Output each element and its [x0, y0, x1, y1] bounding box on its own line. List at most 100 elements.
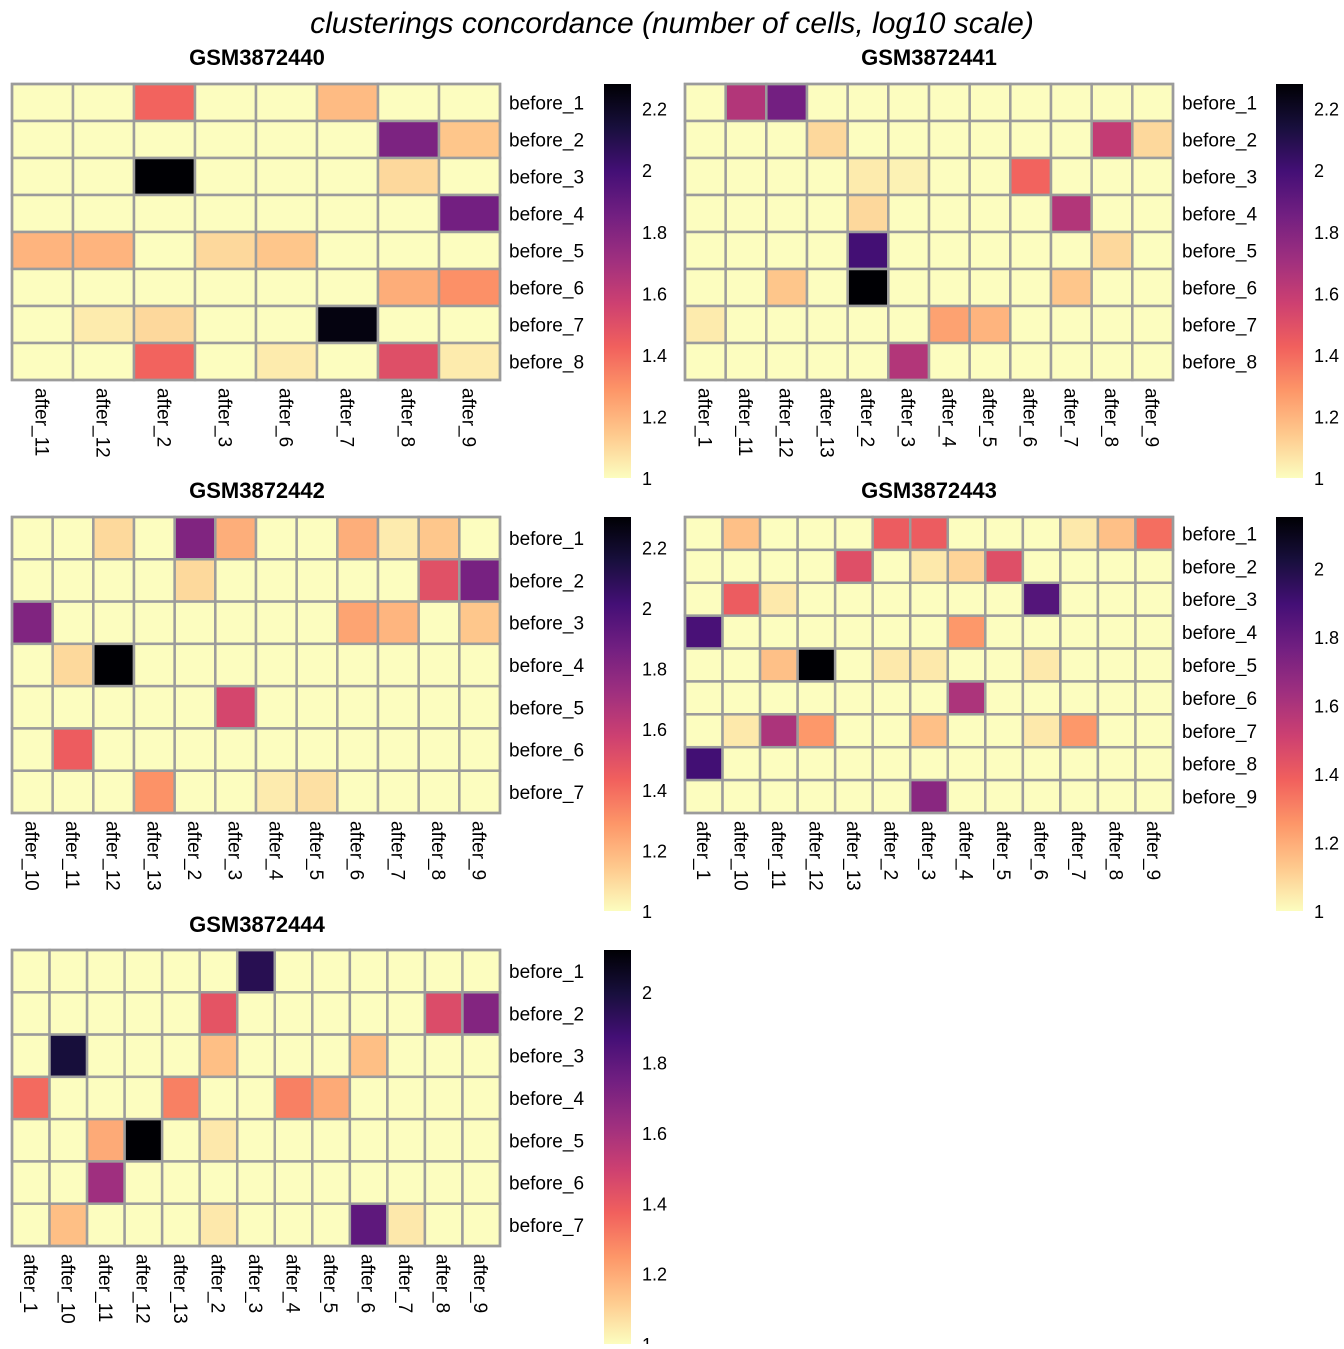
heatmap-cell [1090, 341, 1134, 382]
heatmap-cell [51, 769, 95, 815]
row-label: before_4 [1182, 623, 1257, 644]
row-label: before_7 [509, 783, 584, 804]
heatmap-cell [683, 614, 724, 650]
heatmap-cell [758, 548, 799, 585]
legend-tick-label: 1.6 [1314, 696, 1339, 716]
heatmap-cell [887, 193, 931, 234]
heatmap-cell [1059, 515, 1100, 552]
heatmap-cell [376, 341, 441, 382]
heatmap-cell [132, 119, 197, 160]
legend-tick-label: 1.2 [1314, 407, 1339, 427]
heatmap-cell [724, 193, 768, 234]
row-label: before_6 [1182, 279, 1257, 300]
legend-tick-label: 1.4 [642, 781, 667, 801]
heatmap-cell [968, 82, 1012, 123]
heatmap-cell [311, 991, 352, 1036]
heatmap-cell [295, 769, 339, 815]
heatmap-cell [386, 1160, 427, 1205]
heatmap-cell [376, 600, 420, 646]
heatmap-cell [315, 119, 380, 160]
column-label: after_12 [92, 388, 113, 458]
heatmap-cell [758, 680, 799, 716]
heatmap-cell [417, 558, 461, 603]
column-label: after_3 [897, 388, 918, 447]
heatmap-cell [417, 684, 461, 730]
heatmap-cell [461, 1033, 502, 1079]
heatmap-cell [348, 1160, 389, 1205]
column-label: after_7 [394, 1254, 415, 1313]
heatmap-cell [1134, 647, 1175, 683]
heatmap-cell [1090, 267, 1134, 308]
heatmap-cell [758, 713, 799, 749]
heatmap-cell [235, 1033, 277, 1079]
heatmap-cell [92, 727, 136, 772]
legend-tick-label: 1 [642, 902, 652, 922]
column-label: after_13 [142, 821, 163, 891]
column-label: after_4 [955, 821, 976, 881]
column-label: after_3 [917, 821, 938, 880]
heatmap-cell [1134, 548, 1175, 585]
heatmap-cell [214, 727, 258, 772]
heatmap-cell [758, 647, 799, 683]
heatmap-cell [765, 119, 809, 160]
heatmap-cell [908, 581, 950, 617]
heatmap-cell [833, 548, 874, 585]
heatmap-cell [1090, 82, 1134, 123]
heatmap-cell [92, 769, 136, 815]
heatmap-cell [871, 515, 912, 552]
heatmap-cell [683, 778, 724, 815]
heatmap-cell [85, 1075, 126, 1121]
heatmap-cell [683, 267, 727, 308]
row-label: before_4 [509, 656, 584, 677]
heatmap-cell [417, 769, 461, 815]
heatmap-cell [758, 515, 799, 552]
chart-main-title: clusterings concordance (number of cells… [310, 7, 1034, 40]
heatmap-cell [348, 1075, 389, 1121]
heatmap-cell [311, 1160, 352, 1205]
heatmap-cell [984, 614, 1025, 650]
heatmap-cell [458, 684, 502, 730]
heatmap-cell [1131, 267, 1175, 308]
legend-tick-label: 1.8 [642, 660, 667, 680]
heatmap-cell [386, 948, 427, 994]
heatmap-cell [1009, 193, 1053, 234]
heatmap-cell [423, 1033, 464, 1079]
heatmap-cell [48, 1202, 89, 1248]
heatmap-cell [796, 647, 837, 683]
heatmap-cell [376, 119, 441, 160]
column-label: after_2 [206, 1254, 227, 1313]
column-label: after_7 [1059, 388, 1080, 447]
heatmap-cell [887, 341, 931, 382]
heatmap-cell [1009, 82, 1053, 123]
column-label: after_12 [102, 821, 123, 891]
legend-tick-label: 1 [642, 1335, 652, 1344]
heatmap-cell [295, 515, 339, 561]
heatmap-cell [193, 267, 258, 308]
heatmap-cell [1049, 230, 1093, 271]
heatmap-cell [10, 642, 54, 688]
heatmap-cell [908, 614, 950, 650]
heatmap-cell [796, 745, 837, 782]
heatmap-frame [683, 515, 1175, 815]
heatmap-cell [376, 684, 420, 730]
heatmap-cell [1096, 515, 1137, 552]
heatmap-cell [796, 548, 837, 585]
heatmap-cell [724, 341, 768, 382]
column-label: after_9 [468, 821, 489, 880]
row-label: before_3 [509, 614, 584, 635]
heatmap-cell [805, 304, 849, 345]
heatmap-cell [10, 991, 51, 1036]
legend-colorbar [1276, 84, 1303, 478]
heatmap-cell [10, 727, 54, 772]
heatmap-cell [71, 193, 136, 234]
heatmap-cell [724, 230, 768, 271]
heatmap-cell [871, 614, 912, 650]
heatmap-cell [437, 230, 502, 271]
heatmap-frame [10, 948, 502, 1248]
heatmap-cell [796, 614, 837, 650]
heatmap-cell [198, 991, 239, 1036]
heatmap-cell [85, 1117, 126, 1163]
heatmap-cell [254, 727, 298, 772]
heatmap-cell [193, 156, 258, 197]
row-label: before_3 [509, 168, 584, 189]
